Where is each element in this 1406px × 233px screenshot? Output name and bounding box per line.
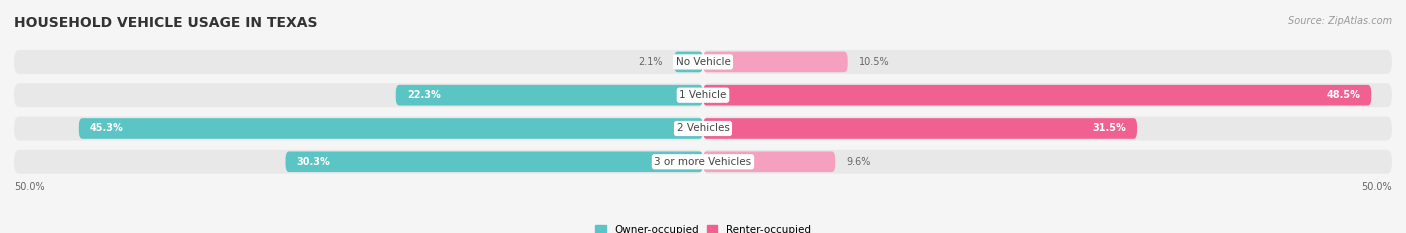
FancyBboxPatch shape — [79, 118, 703, 139]
Text: HOUSEHOLD VEHICLE USAGE IN TEXAS: HOUSEHOLD VEHICLE USAGE IN TEXAS — [14, 16, 318, 30]
Legend: Owner-occupied, Renter-occupied: Owner-occupied, Renter-occupied — [591, 221, 815, 233]
FancyBboxPatch shape — [703, 116, 1392, 140]
Text: No Vehicle: No Vehicle — [675, 57, 731, 67]
Text: 48.5%: 48.5% — [1326, 90, 1360, 100]
Text: Source: ZipAtlas.com: Source: ZipAtlas.com — [1288, 16, 1392, 26]
Text: 45.3%: 45.3% — [90, 123, 124, 134]
FancyBboxPatch shape — [703, 50, 1392, 74]
Text: 2 Vehicles: 2 Vehicles — [676, 123, 730, 134]
Text: 50.0%: 50.0% — [14, 182, 45, 192]
Text: 9.6%: 9.6% — [846, 157, 870, 167]
Text: 30.3%: 30.3% — [297, 157, 330, 167]
FancyBboxPatch shape — [14, 50, 703, 74]
FancyBboxPatch shape — [14, 83, 703, 107]
FancyBboxPatch shape — [14, 116, 703, 140]
Text: 50.0%: 50.0% — [1361, 182, 1392, 192]
Text: 22.3%: 22.3% — [406, 90, 440, 100]
FancyBboxPatch shape — [703, 151, 835, 172]
FancyBboxPatch shape — [703, 150, 1392, 174]
FancyBboxPatch shape — [703, 85, 1371, 106]
Text: 3 or more Vehicles: 3 or more Vehicles — [654, 157, 752, 167]
Text: 2.1%: 2.1% — [638, 57, 664, 67]
Text: 1 Vehicle: 1 Vehicle — [679, 90, 727, 100]
Text: 31.5%: 31.5% — [1092, 123, 1126, 134]
FancyBboxPatch shape — [395, 85, 703, 106]
FancyBboxPatch shape — [703, 83, 1392, 107]
Text: 10.5%: 10.5% — [859, 57, 890, 67]
FancyBboxPatch shape — [14, 150, 703, 174]
FancyBboxPatch shape — [285, 151, 703, 172]
FancyBboxPatch shape — [703, 118, 1137, 139]
FancyBboxPatch shape — [703, 51, 848, 72]
FancyBboxPatch shape — [673, 51, 703, 72]
